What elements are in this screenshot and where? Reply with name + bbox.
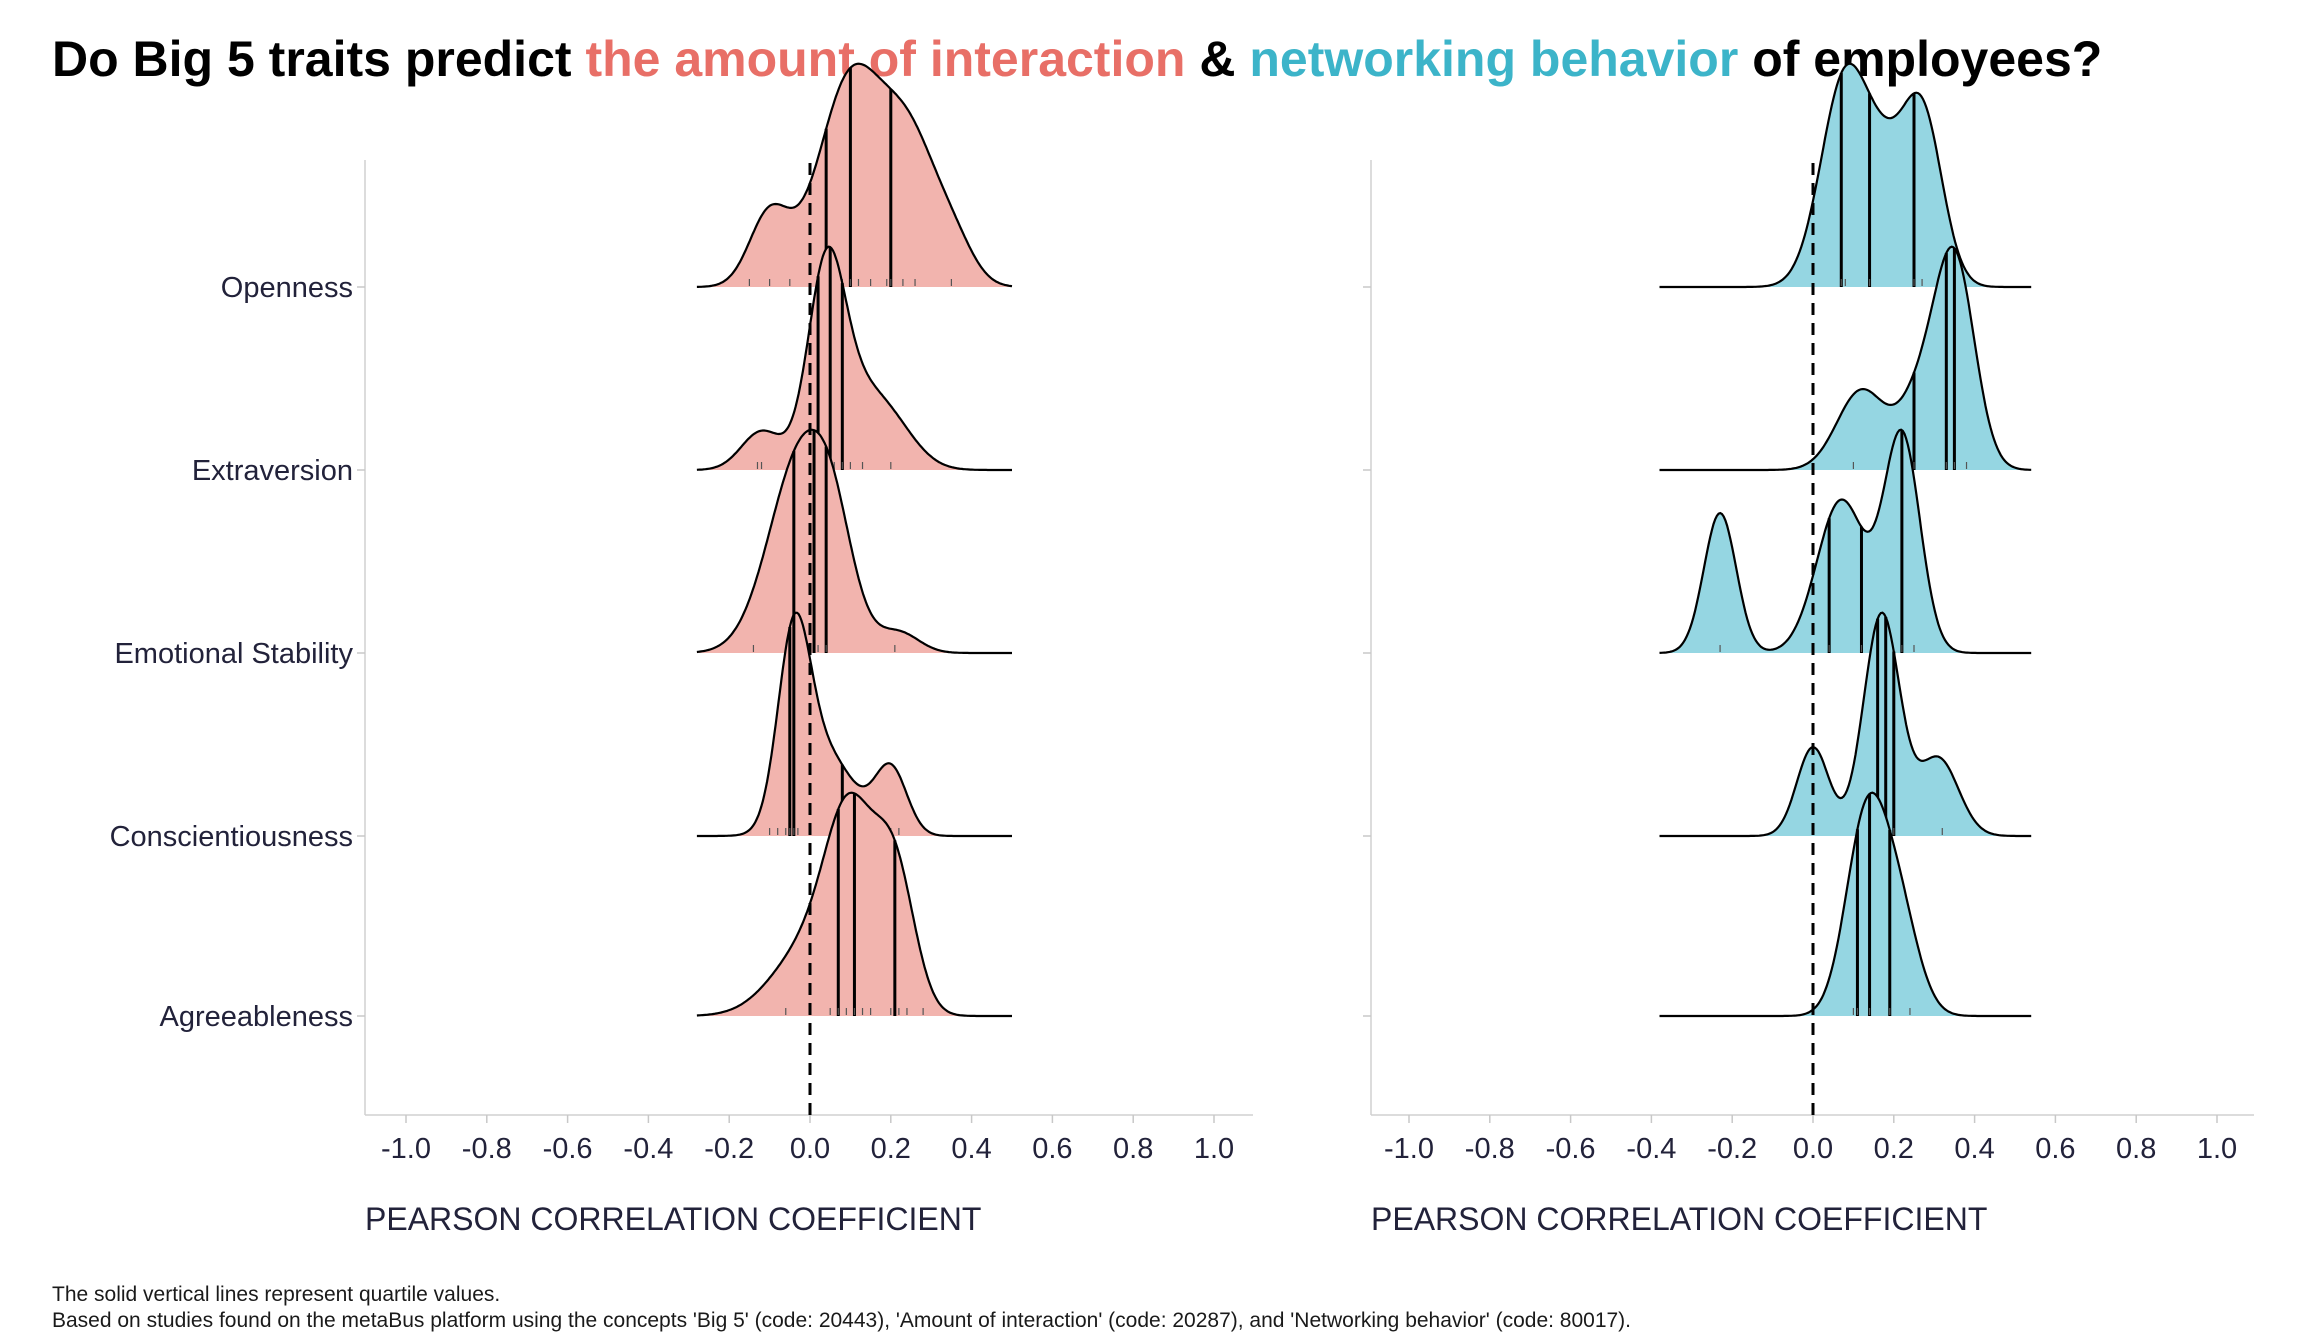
panel2-density-fill [1659, 612, 2032, 836]
panel2-density-outline [1659, 428, 2032, 655]
panel1-x-tick-label: -0.8 [462, 1133, 512, 1165]
panel1-x-axis-title: PEARSON CORRELATION COEFFICIENT [365, 1201, 981, 1237]
panel1-category-label: Openness [221, 272, 353, 304]
panel1-density-fill [696, 429, 1012, 653]
panel2-x-tick-label: -0.8 [1465, 1133, 1515, 1165]
panel1-category-label: Emotional Stability [114, 638, 353, 670]
panel2-x-tick-label: 0.8 [2116, 1133, 2156, 1165]
panel2-density-outline [1659, 791, 2032, 1018]
panel1-density-outline [696, 428, 1012, 655]
panel1-x-tick-label: -0.4 [623, 1133, 673, 1165]
panel1-x-tick-label: 0.0 [790, 1133, 830, 1165]
panel1-category-label: Agreeableness [160, 1001, 353, 1033]
panel1-x-tick-label: -1.0 [381, 1133, 431, 1165]
caption-line-1: The solid vertical lines represent quart… [52, 1283, 501, 1306]
panel2-x-tick-label: 0.6 [2035, 1133, 2075, 1165]
title-part-5: of employees? [1738, 31, 2103, 87]
panel1-density-fill [696, 63, 1012, 288]
panel2-x-tick-label: 0.2 [1874, 1133, 1914, 1165]
panel2-x-tick-label: -1.0 [1384, 1133, 1434, 1165]
panel1-density-fill [696, 246, 1012, 470]
title-part-1: Do Big 5 traits predict [52, 31, 586, 87]
panel1-x-tick-label: 0.8 [1113, 1133, 1153, 1165]
chart-title: Do Big 5 traits predict the amount of in… [52, 30, 2292, 100]
panel1-density-outline [696, 611, 1012, 838]
panel1-x-tick-label: 0.2 [871, 1133, 911, 1165]
panel1-category-label: Extraversion [192, 455, 353, 487]
panel1-density-outline [696, 791, 1012, 1018]
caption: The solid vertical lines represent quart… [52, 1282, 2282, 1334]
title-part-interaction: the amount of interaction [585, 31, 1186, 87]
panel1-category-label: Conscientiousness [110, 821, 353, 853]
panel1-density-fill [696, 612, 1012, 836]
panel1-x-tick-label: -0.6 [543, 1133, 593, 1165]
panel2-density-outline [1659, 611, 2032, 838]
panel2-x-tick-label: 1.0 [2197, 1133, 2237, 1165]
panel2-x-tick-label: -0.4 [1626, 1133, 1676, 1165]
panel2-x-tick-label: 0.0 [1793, 1133, 1833, 1165]
panel2-density-fill [1659, 63, 2032, 288]
panel1-x-tick-label: -0.2 [704, 1133, 754, 1165]
panel2-x-tick-label: -0.6 [1546, 1133, 1596, 1165]
panel2-density-fill [1659, 429, 2032, 653]
panel2-x-tick-label: 0.4 [1954, 1133, 1994, 1165]
panel2-x-axis-title: PEARSON CORRELATION COEFFICIENT [1371, 1201, 1987, 1237]
panel1-density-outline [696, 62, 1013, 288]
panel2-density-outline [1659, 62, 2032, 289]
panel1-x-tick-label: 0.6 [1032, 1133, 1072, 1165]
panel2-density-fill [1659, 246, 2032, 470]
title-part-ampersand: & [1185, 31, 1250, 87]
title-part-networking: networking behavior [1249, 31, 1739, 87]
panel2-density-outline [1659, 245, 2032, 472]
panel1-x-tick-label: 0.4 [951, 1133, 991, 1165]
panel1-density-outline [696, 245, 1012, 472]
panel1-x-tick-label: 1.0 [1194, 1133, 1234, 1165]
panel2-x-tick-label: -0.2 [1707, 1133, 1757, 1165]
caption-line-2: Based on studies found on the metaBus pl… [52, 1309, 1632, 1332]
